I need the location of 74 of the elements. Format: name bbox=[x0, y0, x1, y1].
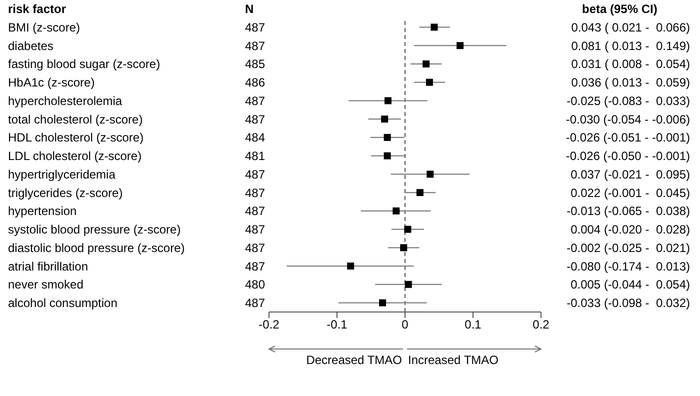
data-label: -0.026 (-0.050 - -0.001) bbox=[566, 149, 690, 164]
data-label: -0.026 (-0.051 - -0.001) bbox=[566, 130, 690, 145]
x-tick-label: 0.1 bbox=[464, 318, 482, 332]
point bbox=[384, 97, 392, 104]
text: N bbox=[245, 2, 254, 16]
text: 487 bbox=[245, 38, 266, 53]
data-label: 0.004 (-0.020 - 0.028) bbox=[570, 222, 690, 237]
data-label: -0.002 (-0.025 - 0.021) bbox=[566, 240, 690, 255]
y-tick-label: LDL cholesterol (z-score) bbox=[8, 149, 142, 164]
point bbox=[426, 78, 433, 86]
text: 484 bbox=[245, 130, 266, 145]
y-tick-label: hypercholesterolemia bbox=[8, 94, 122, 108]
data-label: 0.005 (-0.044 - 0.054) bbox=[570, 278, 690, 292]
y-tick-label: alcohol consumption bbox=[8, 296, 118, 310]
data-label: 0.037 (-0.021 - 0.095) bbox=[570, 167, 690, 182]
y-axis-title: risk factor bbox=[8, 2, 66, 16]
point bbox=[404, 280, 412, 288]
point bbox=[422, 60, 430, 68]
text: 487 bbox=[245, 259, 266, 274]
data-label: 0.043 ( 0.021 - 0.066) bbox=[571, 20, 690, 34]
text: 487 bbox=[245, 240, 266, 255]
y-tick-label: systolic blood pressure (z-score) bbox=[8, 222, 181, 237]
point bbox=[456, 42, 464, 50]
point bbox=[392, 207, 400, 214]
data-label: -0.025 (-0.083 - 0.033) bbox=[566, 94, 690, 108]
data-label: -0.013 (-0.065 - 0.038) bbox=[566, 204, 690, 218]
text: 480 bbox=[245, 278, 266, 292]
point bbox=[430, 24, 438, 31]
x-tick-label: 0 bbox=[402, 318, 409, 332]
y-tick-label: never smoked bbox=[8, 278, 84, 292]
y-tick-label: hypertriglyceridemia bbox=[8, 167, 116, 182]
data-label: -0.030 (-0.054 - -0.006) bbox=[566, 112, 690, 126]
point bbox=[381, 116, 388, 123]
text: 487 bbox=[245, 167, 266, 182]
y-tick-label: diabetes bbox=[8, 38, 54, 53]
text: 486 bbox=[245, 76, 266, 90]
text: 487 bbox=[245, 204, 266, 218]
text: 487 bbox=[245, 222, 266, 237]
point bbox=[404, 226, 412, 233]
point bbox=[347, 262, 354, 270]
y-tick-label: total cholesterol (z-score) bbox=[8, 112, 143, 126]
point bbox=[416, 189, 424, 196]
text: beta (95% CI) bbox=[582, 2, 658, 16]
text: Decreased TMAO bbox=[306, 353, 402, 367]
y-tick-label: BMI (z-score) bbox=[8, 20, 80, 34]
text: 487 bbox=[245, 186, 266, 200]
point bbox=[426, 170, 434, 178]
data-label: 0.081 ( 0.013 - 0.149) bbox=[571, 38, 690, 53]
text: 487 bbox=[245, 112, 266, 126]
y-tick-label: HbA1c (z-score) bbox=[8, 76, 95, 90]
y-tick-label: triglycerides (z-score) bbox=[8, 186, 123, 200]
data-label: 0.036 ( 0.013 - 0.059) bbox=[571, 76, 690, 90]
y-tick-label: fasting blood sugar (z-score) bbox=[8, 57, 160, 72]
data-label: -0.033 (-0.098 - 0.032) bbox=[566, 296, 690, 310]
point bbox=[384, 152, 391, 160]
text: 481 bbox=[245, 149, 266, 164]
y-tick-label: diastolic blood pressure (z-score) bbox=[8, 240, 185, 255]
y-tick-label: hypertension bbox=[8, 204, 77, 218]
data-label: 0.031 ( 0.008 - 0.054) bbox=[571, 57, 690, 72]
x-tick-label: -0.2 bbox=[258, 318, 280, 332]
text: 487 bbox=[245, 94, 266, 108]
point bbox=[384, 134, 391, 141]
y-tick-label: HDL cholesterol (z-score) bbox=[8, 130, 144, 145]
data-label: 0.022 (-0.001 - 0.045) bbox=[570, 186, 690, 200]
text: 485 bbox=[245, 57, 266, 72]
text: Increased TMAO bbox=[408, 353, 498, 367]
text: 487 bbox=[245, 296, 266, 310]
y-tick-label: atrial fibrillation bbox=[8, 259, 88, 274]
x-tick-label: 0.2 bbox=[532, 318, 550, 332]
data-label: -0.080 (-0.174 - 0.013) bbox=[566, 259, 690, 274]
text: 487 bbox=[245, 20, 266, 34]
point bbox=[379, 299, 386, 306]
x-tick-label: -0.1 bbox=[326, 318, 348, 332]
point bbox=[400, 244, 408, 252]
